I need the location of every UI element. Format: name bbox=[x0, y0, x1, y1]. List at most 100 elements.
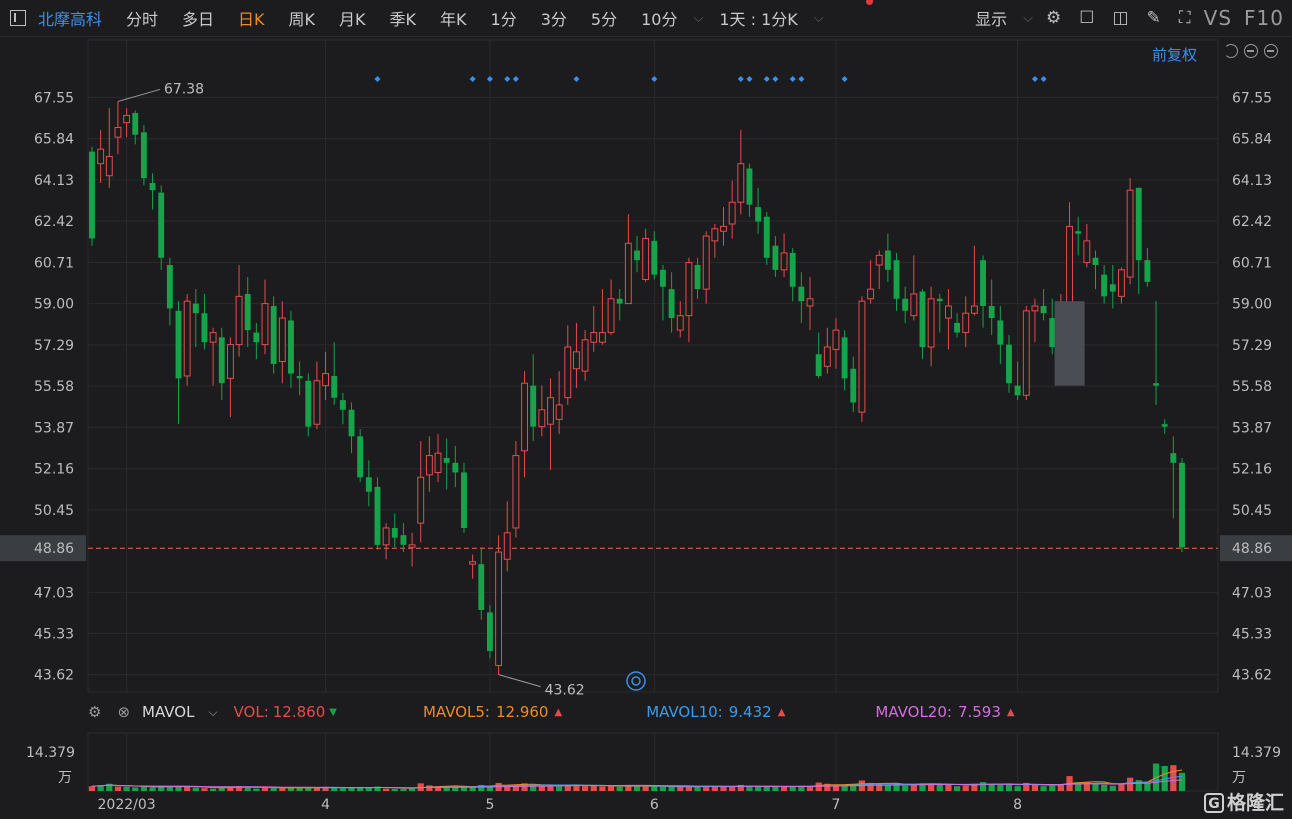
volume-bar bbox=[114, 786, 122, 791]
candle-body bbox=[893, 260, 900, 299]
candle bbox=[1040, 289, 1047, 321]
indicator-name[interactable]: MAVOL bbox=[142, 703, 195, 721]
volume-bar bbox=[339, 788, 346, 791]
period-tabs: 分时 多日 日K 周K 月K 季K 年K 1分 3分 5分 10分 bbox=[114, 6, 689, 30]
candles bbox=[89, 101, 1185, 675]
vol-unit-right: 万 bbox=[1232, 770, 1246, 786]
volume-bar bbox=[88, 786, 96, 791]
gear-icon[interactable]: ⚙ bbox=[88, 703, 102, 721]
candle bbox=[331, 342, 338, 405]
tab-8[interactable]: 3分 bbox=[540, 10, 567, 29]
y-tick-left: 62.42 bbox=[34, 214, 74, 230]
display-menu[interactable]: 显示 bbox=[975, 10, 1008, 29]
volume-bar bbox=[175, 786, 182, 791]
candle-body bbox=[512, 455, 520, 529]
gear-icon[interactable]: ⚙ bbox=[1045, 8, 1062, 28]
volume-bar bbox=[478, 784, 485, 791]
stock-name[interactable]: 北摩高科 bbox=[38, 10, 103, 29]
candle bbox=[919, 289, 926, 360]
zoom-in-icon[interactable] bbox=[1264, 44, 1278, 58]
current-price-box-left bbox=[0, 535, 86, 562]
candle bbox=[668, 272, 675, 333]
candle bbox=[270, 296, 277, 374]
tab-5[interactable]: 季K bbox=[389, 10, 417, 29]
event-diamond-icon bbox=[374, 76, 381, 82]
chevron-down-icon[interactable]: ⌵ bbox=[208, 704, 218, 719]
chevron-down-icon[interactable]: ⌵ bbox=[813, 10, 824, 26]
candle-body bbox=[944, 305, 952, 319]
candle bbox=[278, 301, 286, 384]
sidebar-toggle-icon[interactable] bbox=[10, 10, 26, 26]
zoom-out-icon[interactable] bbox=[1244, 44, 1258, 58]
candle bbox=[944, 289, 952, 350]
tab-7[interactable]: 1分 bbox=[490, 10, 517, 29]
candle-body bbox=[997, 320, 1004, 345]
up-arrow-icon: ▲ bbox=[777, 706, 786, 718]
volume-bar bbox=[287, 787, 295, 791]
candle-body bbox=[772, 245, 779, 270]
candle-body bbox=[676, 315, 684, 331]
tab-3[interactable]: 周K bbox=[288, 10, 316, 29]
pencil-icon[interactable]: ✎ bbox=[1146, 8, 1161, 28]
y-tick-right: 52.16 bbox=[1232, 462, 1272, 478]
tab-4[interactable]: 月K bbox=[339, 10, 366, 29]
candle bbox=[339, 392, 346, 425]
candle-body bbox=[1153, 383, 1159, 386]
candle bbox=[1161, 419, 1168, 434]
candle bbox=[175, 301, 182, 425]
tab-6[interactable]: 年K bbox=[440, 10, 467, 29]
volume-bar bbox=[893, 783, 900, 791]
chevron-down-icon[interactable]: ⌵ bbox=[693, 10, 704, 26]
candle bbox=[850, 356, 857, 413]
tab-10[interactable]: 10分 bbox=[641, 10, 678, 29]
tab-2[interactable]: 日K bbox=[238, 10, 265, 29]
y-tick-left: 53.87 bbox=[34, 420, 74, 436]
square-icon[interactable]: ☐ bbox=[1079, 8, 1095, 28]
candle-body bbox=[815, 354, 822, 376]
candle bbox=[1179, 457, 1185, 553]
volume-bar bbox=[1014, 786, 1021, 791]
tab-1[interactable]: 多日 bbox=[182, 10, 215, 29]
candle-body bbox=[858, 300, 866, 413]
volume-bar bbox=[305, 787, 312, 791]
vs-button[interactable]: VS bbox=[1203, 6, 1233, 30]
candle-body bbox=[530, 385, 537, 427]
candle bbox=[676, 301, 684, 338]
candle bbox=[980, 255, 986, 328]
volume-panel-frame bbox=[87, 732, 1219, 792]
candle-body bbox=[954, 322, 961, 333]
close-icon[interactable]: ⊗ bbox=[117, 703, 131, 721]
tab-9[interactable]: 5分 bbox=[590, 10, 618, 29]
candle-body bbox=[823, 346, 831, 367]
candle bbox=[755, 187, 762, 234]
f10-button[interactable]: F10 bbox=[1244, 6, 1284, 30]
candle-body bbox=[694, 264, 701, 290]
price-gap-box bbox=[1054, 301, 1085, 386]
candle bbox=[1135, 187, 1142, 294]
period-select[interactable]: 1天 : 1分K bbox=[719, 10, 798, 29]
volume-bar bbox=[556, 786, 563, 791]
vol-max-right: 14.379 bbox=[1232, 745, 1281, 761]
adjust-mode[interactable]: 前复权 bbox=[1152, 46, 1198, 64]
event-diamond-icon bbox=[746, 76, 753, 82]
candle-body bbox=[1092, 257, 1099, 265]
candle bbox=[884, 233, 891, 282]
y-tick-left: 57.29 bbox=[34, 338, 74, 354]
candle bbox=[313, 361, 321, 430]
volume-bar bbox=[962, 785, 969, 791]
candle bbox=[616, 289, 623, 321]
candle bbox=[988, 279, 995, 335]
event-markers bbox=[374, 76, 1047, 82]
candle bbox=[823, 327, 831, 374]
tab-0[interactable]: 分时 bbox=[126, 10, 159, 29]
volume-bar bbox=[798, 785, 805, 791]
volume-bar bbox=[1040, 786, 1047, 791]
fullscreen-icon[interactable]: ⛶ bbox=[1178, 8, 1191, 28]
reset-icon[interactable] bbox=[1224, 44, 1238, 58]
candle-body bbox=[192, 303, 199, 314]
x-tick: 5 bbox=[485, 797, 494, 813]
camera-icon[interactable]: ◫ bbox=[1112, 8, 1129, 28]
chevron-down-icon[interactable]: ⌵ bbox=[1023, 10, 1033, 26]
candle-body bbox=[244, 293, 251, 331]
